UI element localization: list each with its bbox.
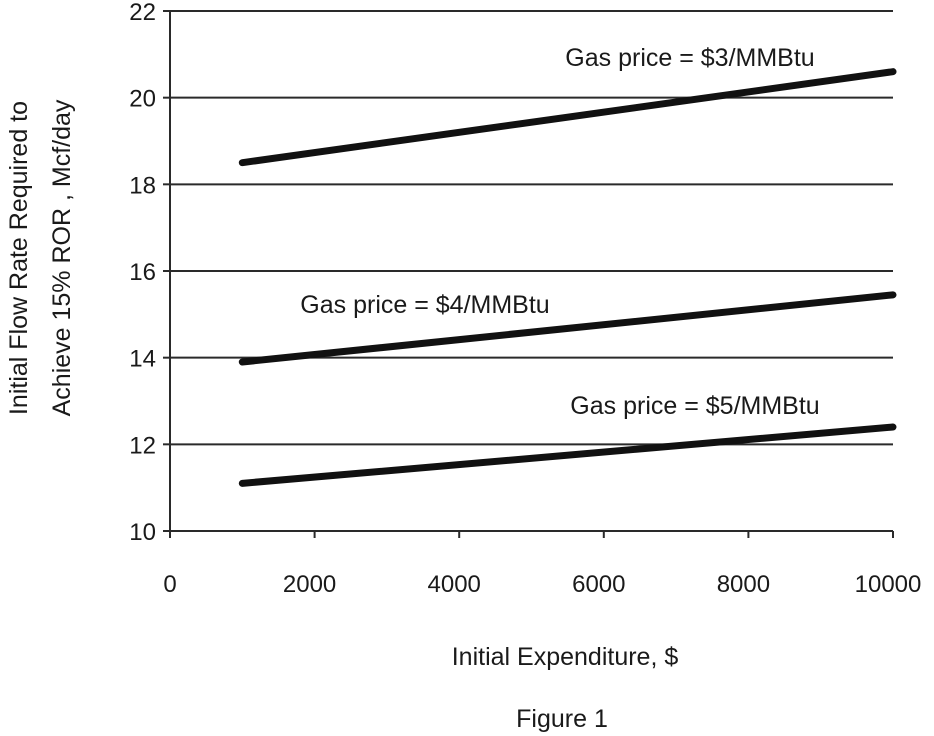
series-label-2: Gas price = $4/MMBtu [300, 291, 549, 319]
x-tick-label: 6000 [572, 571, 625, 598]
x-tick-labels: 0 2000 4000 6000 8000 10000 [163, 571, 921, 598]
y-tick-labels: 10 12 14 16 18 20 22 [129, 0, 156, 546]
y-tick-label: 22 [129, 0, 156, 26]
x-tick-label: 10000 [855, 571, 922, 598]
series-line-3 [238, 423, 897, 487]
x-tick-label: 4000 [428, 571, 481, 598]
figure-caption: Figure 1 [516, 705, 608, 733]
series-labels: Gas price = $3/MMBtu Gas price = $4/MMBtu… [300, 44, 819, 420]
x-tick-label: 2000 [283, 571, 336, 598]
x-tick-label: 0 [163, 571, 176, 598]
x-axis-title: Initial Expenditure, $ [452, 643, 679, 671]
y-tick-label: 20 [129, 86, 156, 113]
y-tick-label: 14 [129, 346, 156, 373]
series-label-3: Gas price = $5/MMBtu [570, 392, 819, 420]
gridlines [170, 10, 893, 446]
series-label-1: Gas price = $3/MMBtu [565, 44, 814, 72]
series-line-1 [238, 68, 897, 167]
y-tick-label: 18 [129, 172, 156, 199]
y-tick-label: 16 [129, 259, 156, 286]
series-line-2 [238, 291, 897, 366]
series-lines [238, 68, 897, 487]
y-axis-title-line1: Initial Flow Rate Required to [5, 101, 33, 415]
y-axis-title-line2: Achieve 15% ROR , Mcf/day [48, 99, 76, 416]
y-tick-label: 12 [129, 432, 156, 459]
y-tick-label: 10 [129, 519, 156, 546]
axes [163, 10, 894, 538]
x-tick-label: 8000 [717, 571, 770, 598]
